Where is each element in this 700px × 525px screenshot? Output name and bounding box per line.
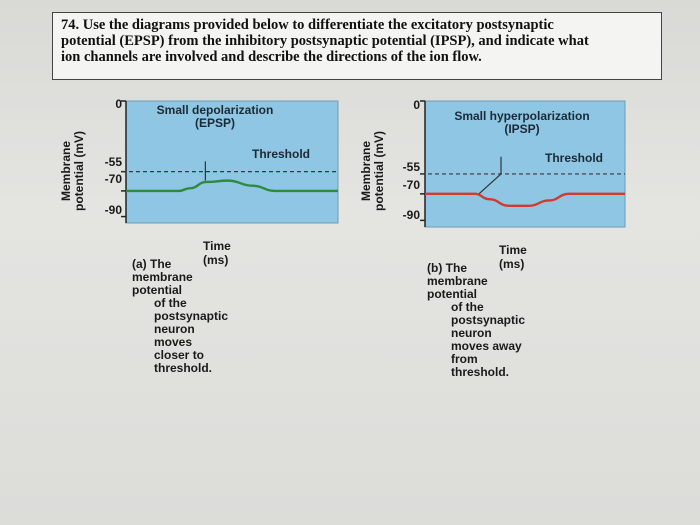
ipsp-stimulus-marker-slope bbox=[478, 173, 502, 195]
ipsp-ytick-0: 0 bbox=[413, 98, 420, 112]
epsp-threshold-label: Threshold bbox=[252, 147, 311, 161]
epsp-plot bbox=[121, 100, 339, 224]
ipsp-ytick-55: -55 bbox=[402, 160, 420, 174]
ipsp-ytick-90: -90 bbox=[402, 208, 420, 222]
ipsp-threshold-label: Threshold bbox=[545, 151, 604, 165]
epsp-x-axis-title: Time (ms) bbox=[203, 239, 231, 267]
ipsp-series-line bbox=[424, 192, 625, 207]
question-box: 74. Use the diagrams provided below to d… bbox=[52, 12, 662, 80]
question-line-3: ion channels are involved and describe t… bbox=[61, 49, 482, 65]
epsp-plot-background bbox=[125, 100, 339, 224]
ipsp-ytick-70: -70 bbox=[402, 178, 420, 192]
ipsp-y-axis-title: Membrane potential (mV) bbox=[359, 131, 386, 211]
epsp-ytick-55: -55 bbox=[104, 155, 122, 169]
epsp-box-title: Small depolarization (EPSP) bbox=[156, 103, 274, 130]
epsp-ytick-0: 0 bbox=[115, 97, 122, 111]
ipsp-box-title: Small hyperpolarization (IPSP) bbox=[454, 109, 590, 136]
ipsp-plot bbox=[420, 100, 626, 228]
question-line-1: 74. Use the diagrams provided below to d… bbox=[61, 17, 554, 33]
ipsp-caption: (b) The membrane potential of the postsy… bbox=[427, 261, 526, 379]
epsp-caption: (a) The membrane potential of the postsy… bbox=[132, 257, 229, 375]
epsp-ytick-90: -90 bbox=[104, 203, 122, 217]
epsp-series-line bbox=[126, 179, 338, 193]
question-line-2: potential (EPSP) from the inhibitory pos… bbox=[61, 33, 589, 49]
ipsp-x-axis-title: Time (ms) bbox=[499, 243, 527, 271]
epsp-y-axis-title: Membrane potential (mV) bbox=[59, 131, 86, 211]
epsp-ytick-70: -70 bbox=[104, 172, 122, 186]
